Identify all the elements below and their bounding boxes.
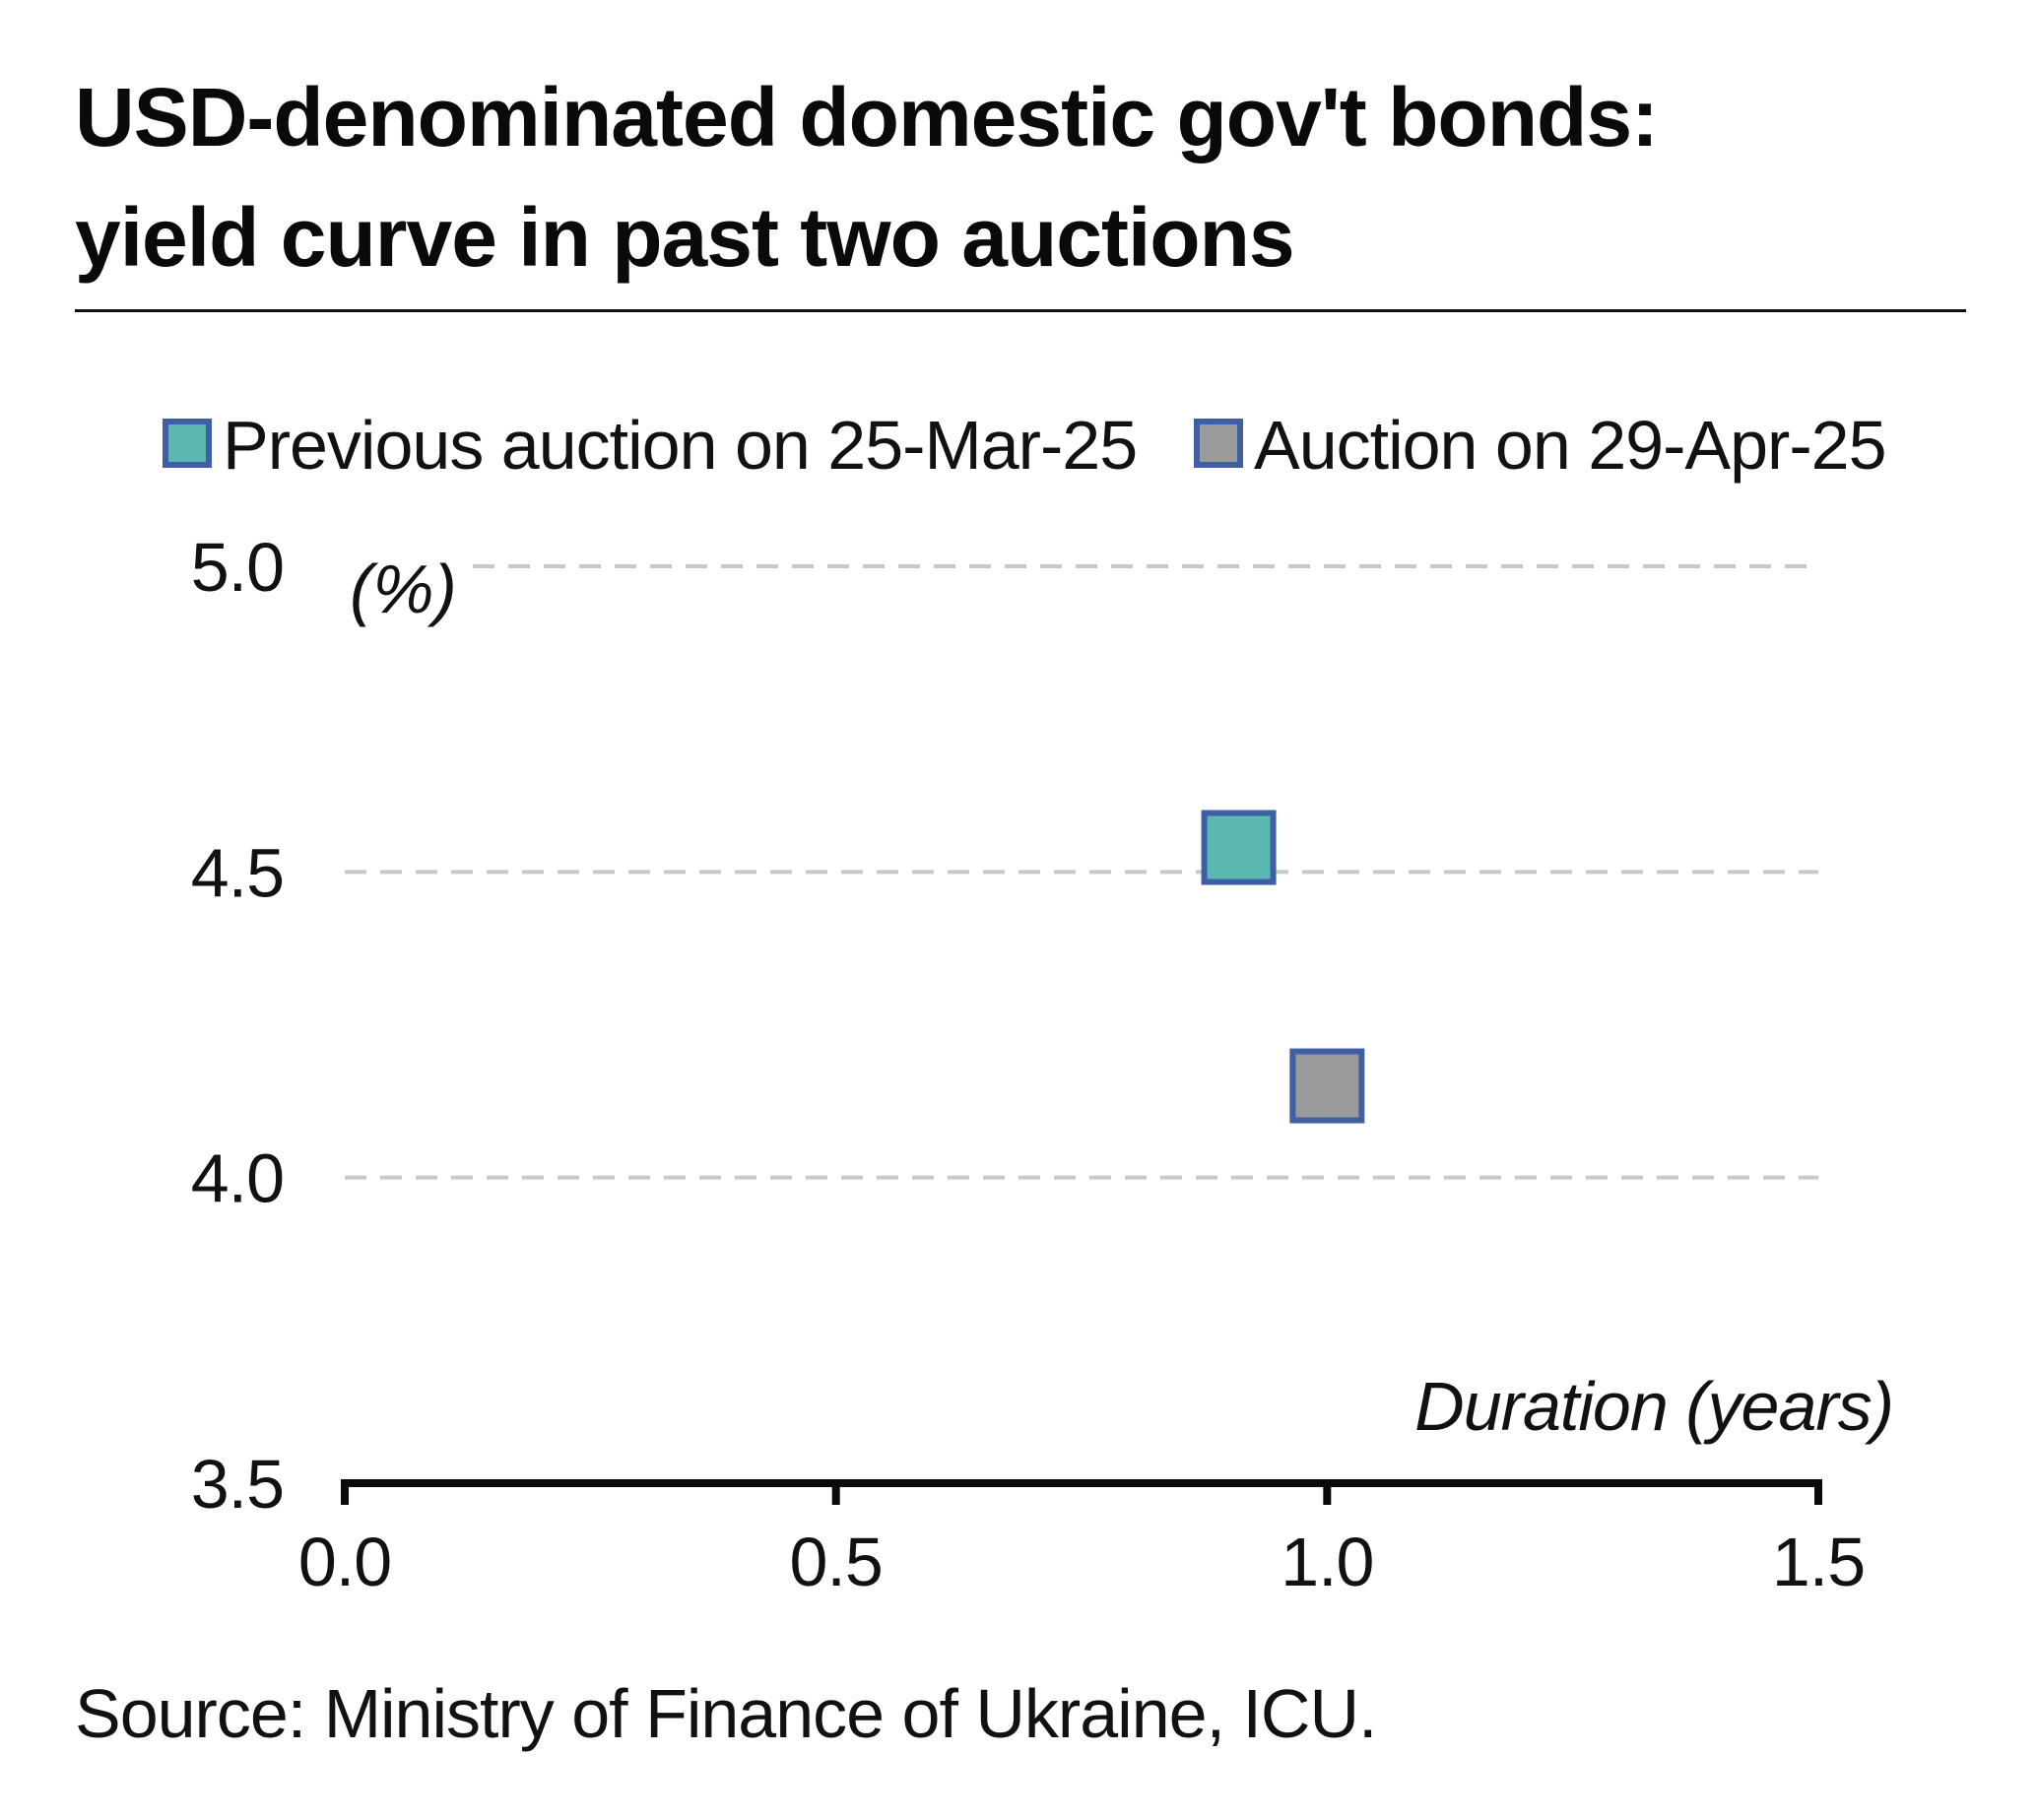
chart-title-line-2: yield curve in past two auctions [75,191,1295,284]
x-tick-label: 0.0 [298,1524,391,1600]
legend-swatch-2 [1194,419,1243,468]
chart-title-line-1: USD-denominated domestic gov't bonds: [75,71,1659,163]
axes: 5.0 4.5 4.0 3.5 (%) 0.0 0.5 1.0 1.5 Duration (yea… [191,529,1894,1600]
legend-swatch-1 [163,419,212,468]
x-tick-label: 1.5 [1772,1524,1865,1600]
y-tick-label: 4.5 [191,834,284,911]
data-point-series-2 [1289,1048,1365,1124]
data-points [1201,810,1365,1124]
y-axis-label: (%) [350,551,457,627]
title-divider [75,309,1966,312]
gridlines [345,564,1818,1180]
x-tick-label: 0.5 [790,1524,883,1600]
y-tick-label: 3.5 [191,1446,284,1523]
chart-title: USD-denominated domestic gov't bonds: yi… [75,57,1946,297]
source-note: Source: Ministry of Finance of Ukraine, … [75,1675,1377,1752]
legend-label-1: Previous auction on 25-Mar-25 [223,407,1137,484]
data-point-series-1 [1201,810,1277,885]
y-tick-label: 4.0 [191,1140,284,1217]
legend: Previous auction on 25-Mar-25 Auction on … [163,407,1887,484]
x-axis-label: Duration (years) [1414,1368,1893,1445]
x-tick-label: 1.0 [1281,1524,1373,1600]
legend-label-2: Auction on 29-Apr-25 [1254,407,1886,484]
y-tick-label: 5.0 [191,529,284,606]
